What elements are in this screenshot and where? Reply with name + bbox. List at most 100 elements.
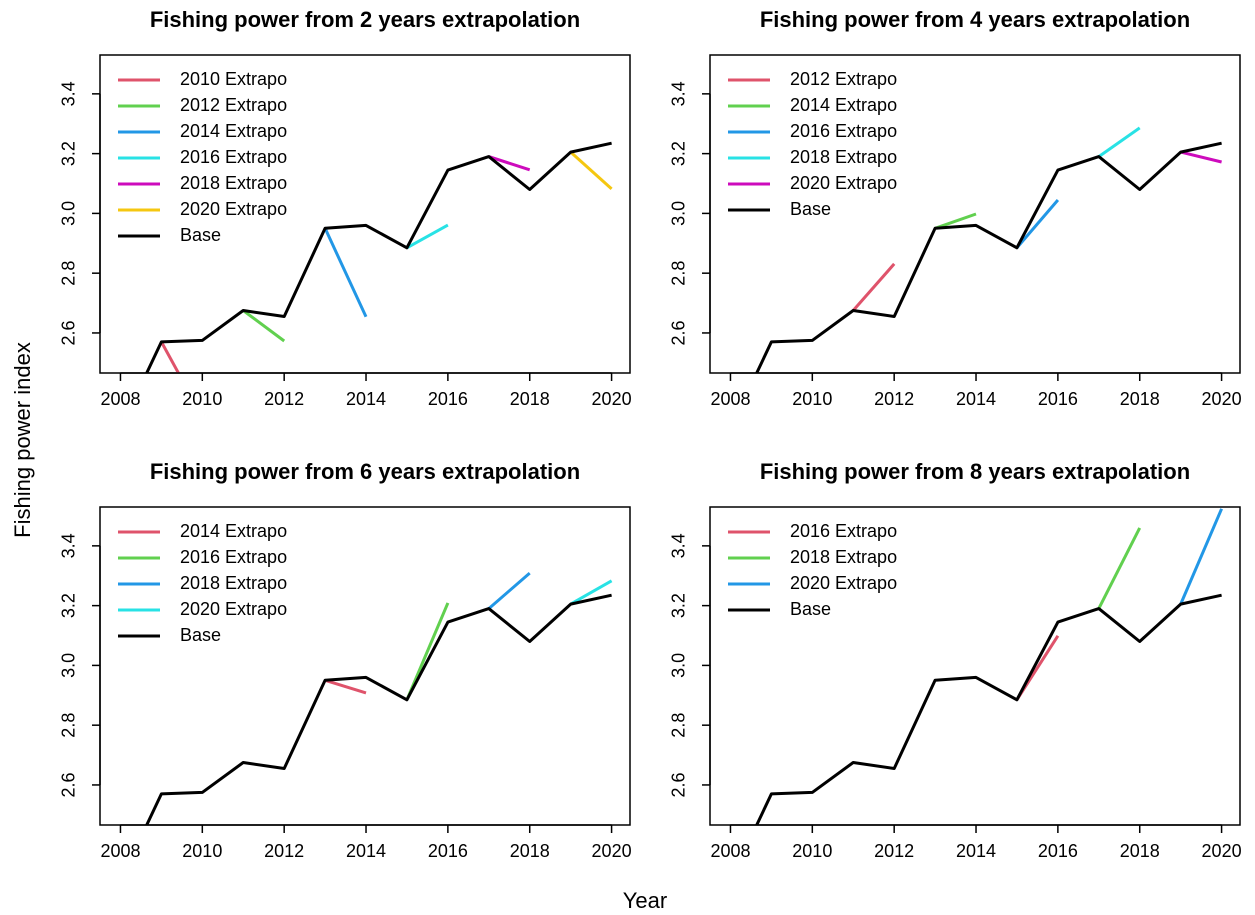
y-tick-label: 3.4 <box>59 533 79 558</box>
y-tick-label: 2.6 <box>669 320 689 345</box>
x-tick-label: 2010 <box>792 841 832 861</box>
legend-label: Base <box>180 625 221 645</box>
x-tick-label: 2018 <box>1120 389 1160 409</box>
chart-title: Fishing power from 4 years extrapolation <box>760 7 1190 32</box>
legend-label: 2016 Extrapo <box>790 521 897 541</box>
legend-label: 2020 Extrapo <box>180 599 287 619</box>
x-tick-label: 2010 <box>792 389 832 409</box>
x-tick-label: 2012 <box>264 841 304 861</box>
x-tick-label: 2008 <box>100 389 140 409</box>
legend-label: 2016 Extrapo <box>790 121 897 141</box>
data-line <box>852 262 896 312</box>
legend-label: Base <box>790 199 831 219</box>
legend-label: 2014 Extrapo <box>180 521 287 541</box>
x-tick-label: 2014 <box>346 389 386 409</box>
plot-frame <box>709 506 1241 826</box>
data-line <box>324 678 367 695</box>
x-tick-label: 2018 <box>510 389 550 409</box>
legend-label: 2014 Extrapo <box>180 121 287 141</box>
x-tick-label: 2012 <box>874 841 914 861</box>
legend-label: Base <box>180 225 221 245</box>
data-line <box>242 309 286 343</box>
x-tick-label: 2014 <box>956 841 996 861</box>
y-tick-label: 3.2 <box>669 141 689 166</box>
x-tick-label: 2012 <box>874 389 914 409</box>
legend-label: 2016 Extrapo <box>180 547 287 567</box>
y-tick-label: 3.2 <box>669 593 689 618</box>
data-line <box>1180 150 1222 164</box>
chart-title: Fishing power from 8 years extrapolation <box>760 459 1190 484</box>
y-tick-label: 3.0 <box>59 201 79 226</box>
data-line <box>487 571 531 610</box>
plot-frame <box>99 506 631 826</box>
x-tick-label: 2016 <box>428 841 468 861</box>
data-line <box>1015 199 1060 249</box>
x-tick-label: 2018 <box>1120 841 1160 861</box>
y-tick-label: 3.0 <box>59 653 79 678</box>
data-line <box>569 150 613 191</box>
x-tick-label: 2020 <box>592 389 632 409</box>
x-tick-label: 2012 <box>264 389 304 409</box>
data-line <box>145 141 612 373</box>
data-line <box>755 141 1222 373</box>
data-line <box>755 593 1222 825</box>
x-tick-label: 2020 <box>1202 841 1242 861</box>
legend-label: 2020 Extrapo <box>790 573 897 593</box>
y-tick-label: 2.6 <box>59 772 79 797</box>
x-tick-label: 2016 <box>1038 841 1078 861</box>
y-tick-label: 3.2 <box>59 593 79 618</box>
legend-label: 2014 Extrapo <box>790 95 897 115</box>
legend-label: 2016 Extrapo <box>180 147 287 167</box>
data-line <box>488 155 531 172</box>
chart-title: Fishing power from 6 years extrapolation <box>150 459 580 484</box>
legend-label: 2020 Extrapo <box>180 199 287 219</box>
x-tick-label: 2010 <box>182 389 222 409</box>
x-axis-label: Year <box>623 888 667 913</box>
y-tick-label: 3.2 <box>59 141 79 166</box>
legend-label: 2018 Extrapo <box>790 547 897 567</box>
data-line <box>1097 527 1142 610</box>
y-tick-label: 2.8 <box>669 713 689 738</box>
y-tick-label: 3.4 <box>669 533 689 558</box>
y-tick-label: 2.8 <box>59 713 79 738</box>
legend-label: 2020 Extrapo <box>790 173 897 193</box>
plot-frame <box>99 54 631 374</box>
y-tick-label: 2.6 <box>669 772 689 797</box>
data-line <box>323 227 368 318</box>
y-tick-label: 2.8 <box>669 261 689 286</box>
data-line <box>145 593 612 825</box>
x-tick-label: 2018 <box>510 841 550 861</box>
legend-label: 2012 Extrapo <box>790 69 897 89</box>
x-tick-label: 2020 <box>592 841 632 861</box>
data-line <box>569 579 613 606</box>
x-tick-label: 2014 <box>346 841 386 861</box>
x-tick-label: 2020 <box>1202 389 1242 409</box>
y-tick-label: 3.0 <box>669 653 689 678</box>
x-tick-label: 2008 <box>100 841 140 861</box>
legend-label: 2012 Extrapo <box>180 95 287 115</box>
data-line <box>1179 508 1223 605</box>
x-tick-label: 2014 <box>956 389 996 409</box>
x-tick-label: 2008 <box>710 389 750 409</box>
legend-label: 2018 Extrapo <box>790 147 897 167</box>
data-line <box>1097 126 1141 158</box>
y-tick-label: 2.8 <box>59 261 79 286</box>
legend-label: 2010 Extrapo <box>180 69 287 89</box>
x-tick-label: 2016 <box>428 389 468 409</box>
data-line <box>406 223 449 250</box>
y-tick-label: 3.4 <box>59 81 79 106</box>
legend-label: 2018 Extrapo <box>180 573 287 593</box>
x-tick-label: 2008 <box>710 841 750 861</box>
y-axis-label: Fishing power index <box>10 342 35 538</box>
y-tick-label: 3.0 <box>669 201 689 226</box>
legend-label: Base <box>790 599 831 619</box>
chart-title: Fishing power from 2 years extrapolation <box>150 7 580 32</box>
y-tick-label: 2.6 <box>59 320 79 345</box>
data-line <box>160 341 181 373</box>
legend-label: 2018 Extrapo <box>180 173 287 193</box>
y-tick-label: 3.4 <box>669 81 689 106</box>
x-tick-label: 2016 <box>1038 389 1078 409</box>
plot-frame <box>709 54 1241 374</box>
data-line <box>934 212 977 230</box>
